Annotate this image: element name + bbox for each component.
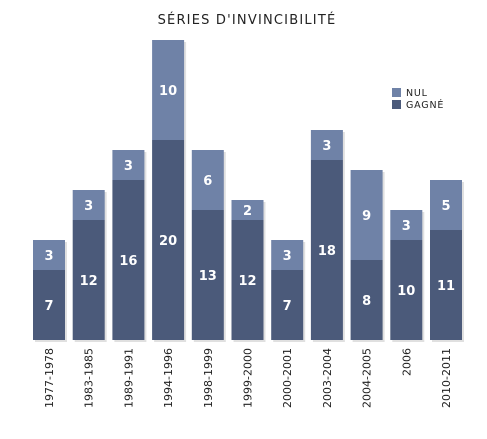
value-label-nul-1999-2000: 2 [243, 204, 252, 219]
bar-gagne-1983-1985 [72, 220, 105, 340]
bar-gagne-1998-1999 [191, 210, 224, 340]
bar-nul-1999-2000 [231, 200, 264, 220]
x-tick-2004-2005: 2004-2005 [361, 348, 374, 408]
value-label-gagne-1989-1991: 16 [119, 254, 137, 269]
value-label-gagne-1983-1985: 12 [80, 274, 98, 289]
x-tick-1994-1996: 1994-1996 [162, 348, 175, 408]
bar-gagne-1999-2000 [231, 220, 264, 340]
bar-gagne-1989-1991 [112, 180, 145, 340]
value-label-nul-2010-2011: 5 [441, 199, 450, 214]
value-label-gagne-1999-2000: 12 [238, 274, 256, 289]
bar-nul-2004-2005 [350, 170, 383, 260]
bar-gagne-2010-2011 [430, 230, 462, 340]
bar-nul-1989-1991 [112, 150, 145, 180]
bar-nul-2000-2001 [271, 240, 304, 270]
value-label-nul-1994-1996: 10 [159, 84, 177, 99]
bar-nul-1994-1996 [152, 40, 185, 140]
value-label-gagne-2003-2004: 18 [318, 244, 336, 259]
bar-nul-2006 [390, 210, 423, 240]
x-tick-2006: 2006 [400, 348, 413, 376]
bars: 7 3 12 3 16 3 20 10 13 6 12 2 7 3 18 3 8 9 10 3 11 5 [33, 40, 464, 342]
legend-label-nul: NUL [406, 88, 428, 99]
bar-gagne-1977-1978 [33, 270, 65, 340]
x-tick-2010-2011: 2010-2011 [440, 348, 453, 408]
bar-gagne-2004-2005 [350, 260, 383, 340]
value-label-gagne-2000-2001: 7 [283, 299, 292, 314]
chart-title: SÉRIES D'INVINCIBILITÉ [158, 12, 337, 28]
bar-gagne-2000-2001 [271, 270, 304, 340]
value-label-nul-2000-2001: 3 [283, 249, 292, 264]
x-tick-1989-1991: 1989-1991 [122, 348, 135, 408]
value-label-nul-1989-1991: 3 [124, 159, 133, 174]
x-tick-1999-2000: 1999-2000 [242, 348, 255, 408]
bar-nul-1998-1999 [191, 150, 224, 210]
x-tick-1998-1999: 1998-1999 [202, 348, 215, 408]
value-label-nul-1977-1978: 3 [44, 249, 53, 264]
bar-nul-2010-2011 [430, 180, 462, 230]
x-tick-1983-1985: 1983-1985 [83, 348, 96, 408]
value-label-nul-2003-2004: 3 [322, 139, 331, 154]
legend: NUL GAGNÉ [392, 88, 444, 111]
legend-label-gagne: GAGNÉ [406, 99, 444, 111]
x-tick-labels: 1977-1978 1983-1985 1989-1991 1994-1996 1998… [43, 348, 453, 408]
bar-gagne-2003-2004 [310, 160, 343, 340]
value-label-nul-1983-1985: 3 [84, 199, 93, 214]
value-label-gagne-1994-1996: 20 [159, 234, 177, 249]
value-label-nul-1998-1999: 6 [203, 174, 212, 189]
value-label-gagne-2010-2011: 11 [437, 279, 455, 294]
value-label-gagne-1998-1999: 13 [199, 269, 217, 284]
legend-swatch-nul [392, 88, 401, 97]
bar-gagne-1994-1996 [152, 140, 185, 340]
bar-nul-2003-2004 [310, 130, 343, 160]
value-label-gagne-2004-2005: 8 [362, 294, 371, 309]
x-tick-2000-2001: 2000-2001 [281, 348, 294, 408]
bar-gagne-2006 [390, 240, 423, 340]
x-tick-2003-2004: 2003-2004 [321, 348, 334, 408]
value-label-nul-2004-2005: 9 [362, 209, 371, 224]
legend-swatch-gagne [392, 100, 401, 109]
bar-nul-1977-1978 [33, 240, 65, 270]
bar-nul-1983-1985 [72, 190, 105, 220]
value-label-gagne-1977-1978: 7 [44, 299, 53, 314]
value-label-nul-2006: 3 [402, 219, 411, 234]
x-tick-1977-1978: 1977-1978 [43, 348, 56, 408]
value-label-gagne-2006: 10 [397, 284, 415, 299]
